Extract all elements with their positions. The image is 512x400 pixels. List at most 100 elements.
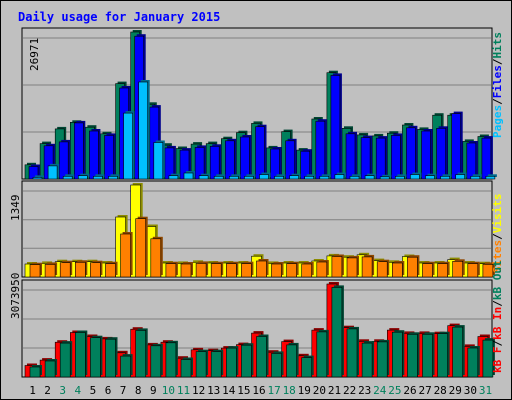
bar-kb-out-day-2 bbox=[44, 360, 56, 378]
bar-kb-out-day-3 bbox=[59, 342, 71, 378]
bar-sites-day-20 bbox=[316, 261, 328, 278]
bar-sites-day-4 bbox=[75, 261, 86, 278]
bar-files-day-22 bbox=[345, 133, 356, 180]
day-label-11: 11 bbox=[177, 384, 190, 397]
bar-pages-day-16 bbox=[259, 174, 269, 180]
bar-shadow bbox=[487, 174, 497, 177]
day-label-31: 31 bbox=[479, 384, 492, 397]
bar-shadow bbox=[110, 174, 120, 177]
bar-files-day-4 bbox=[74, 122, 84, 180]
bar-files-day-14 bbox=[225, 140, 235, 180]
bar-kb-out-day-22 bbox=[346, 328, 358, 378]
legend-hits-files-pages: Pages/Files/Hits bbox=[491, 32, 504, 138]
bar-shadow bbox=[231, 174, 241, 177]
bar-kb-out-day-31 bbox=[482, 339, 494, 378]
bar-kb-out-day-29 bbox=[452, 326, 464, 378]
day-label-29: 29 bbox=[449, 384, 462, 397]
day-label-17: 17 bbox=[267, 384, 280, 397]
day-label-7: 7 bbox=[120, 384, 127, 397]
bar-sites-day-17 bbox=[271, 263, 282, 278]
bar-sites-day-29 bbox=[452, 260, 464, 278]
legend-sites: Sites bbox=[491, 240, 504, 273]
bar-shadow bbox=[80, 173, 90, 177]
legend-kb-out: kB Out bbox=[491, 260, 504, 300]
bar-sites-day-31 bbox=[482, 264, 494, 278]
bar-files-day-18 bbox=[285, 140, 295, 180]
bar-pages-day-9 bbox=[153, 142, 164, 180]
panel-hits-files-pages bbox=[21, 27, 497, 180]
bar-sites-day-30 bbox=[467, 263, 479, 278]
ymax-label-visits: 1349 bbox=[9, 195, 22, 222]
bar-kb-out-day-16 bbox=[256, 336, 267, 378]
bar-sites-day-1 bbox=[29, 264, 41, 278]
legend-files: Files bbox=[491, 65, 504, 98]
day-label-23: 23 bbox=[358, 384, 371, 397]
bar-files-day-16 bbox=[255, 126, 265, 180]
bar-sites-day-3 bbox=[59, 262, 71, 278]
bar-kb-out-day-12 bbox=[195, 351, 207, 378]
bar-shadow bbox=[95, 174, 105, 177]
legend-kb-in: kB In bbox=[491, 307, 504, 340]
bar-sites-day-10 bbox=[165, 263, 177, 278]
bar-sites-day-24 bbox=[376, 261, 388, 278]
day-label-20: 20 bbox=[313, 384, 326, 397]
bar-kb-out-day-23 bbox=[361, 342, 373, 378]
day-label-6: 6 bbox=[105, 384, 112, 397]
bar-shadow bbox=[35, 175, 44, 177]
legend-hits: Hits bbox=[491, 32, 504, 59]
bar-sites-day-2 bbox=[44, 264, 56, 278]
legend-kb-f: kB F bbox=[491, 347, 504, 374]
bar-files-day-21 bbox=[330, 75, 341, 180]
bar-kb-out-day-28 bbox=[437, 333, 448, 378]
bar-shadow bbox=[472, 174, 482, 177]
bar-pages-day-4 bbox=[78, 175, 88, 180]
bar-kb-out-day-18 bbox=[286, 344, 297, 378]
bar-sites-day-14 bbox=[226, 263, 237, 278]
bar-kb-out-day-24 bbox=[376, 341, 388, 378]
bar-kb-out-day-15 bbox=[241, 344, 252, 378]
bar-pages-day-17 bbox=[274, 176, 284, 180]
bar-sites-day-16 bbox=[256, 260, 267, 278]
bar-shadow bbox=[276, 174, 286, 177]
bar-sites-day-6 bbox=[105, 263, 116, 278]
bar-files-day-28 bbox=[436, 128, 446, 180]
bar-pages-day-18 bbox=[289, 175, 299, 180]
bar-pages-day-30 bbox=[470, 176, 481, 180]
day-label-28: 28 bbox=[434, 384, 447, 397]
bar-files-day-3 bbox=[58, 141, 69, 180]
day-label-18: 18 bbox=[283, 384, 296, 397]
day-label-16: 16 bbox=[252, 384, 265, 397]
bar-sites-day-7 bbox=[120, 233, 131, 278]
bar-pages-day-11 bbox=[183, 172, 194, 180]
bar-shadow bbox=[442, 174, 452, 177]
bar-pages-day-28 bbox=[440, 176, 450, 180]
bar-pages-day-24 bbox=[379, 176, 390, 180]
ymax-label-kb: 3073950 bbox=[9, 273, 22, 319]
bar-kb-out-day-13 bbox=[210, 351, 222, 378]
bar-files-day-20 bbox=[315, 120, 326, 180]
bar-pages-day-5 bbox=[93, 176, 103, 180]
bar-pages-day-29 bbox=[455, 174, 466, 180]
day-label-22: 22 bbox=[343, 384, 356, 397]
bar-kb-out-day-9 bbox=[150, 345, 162, 378]
day-label-2: 2 bbox=[44, 384, 51, 397]
legend-pages: Pages bbox=[491, 105, 504, 138]
bar-sites-day-26 bbox=[407, 256, 418, 278]
bar-kb-out-day-26 bbox=[407, 333, 418, 378]
bar-shadow bbox=[321, 174, 331, 177]
bar-kb-out-day-8 bbox=[135, 330, 146, 378]
bar-pages-day-1 bbox=[32, 177, 43, 180]
bar-sites-day-9 bbox=[150, 238, 162, 278]
bar-kb-out-day-27 bbox=[422, 333, 433, 378]
bar-shadow bbox=[367, 173, 377, 177]
day-label-5: 5 bbox=[90, 384, 97, 397]
bar-files-day-30 bbox=[466, 142, 477, 180]
bar-shadow bbox=[170, 173, 180, 177]
day-label-25: 25 bbox=[388, 384, 401, 397]
bar-pages-day-22 bbox=[349, 176, 360, 180]
bar-pages-day-19 bbox=[304, 176, 315, 180]
bar-sites-day-23 bbox=[361, 256, 373, 278]
bar-shadow bbox=[382, 174, 392, 177]
bar-kb-out-day-14 bbox=[226, 347, 237, 378]
